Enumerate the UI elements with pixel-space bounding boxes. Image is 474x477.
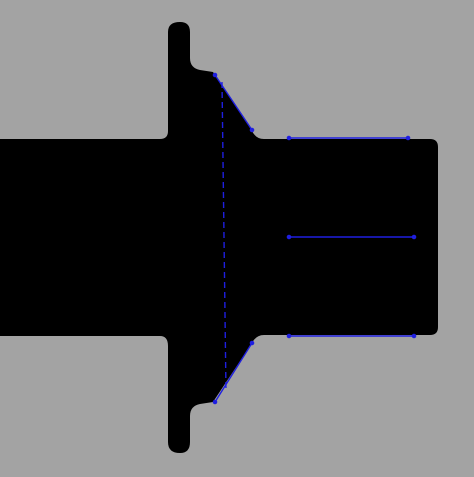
measure-point <box>286 135 292 141</box>
measure-point <box>212 399 218 405</box>
taper-edge-bottom-line <box>214 342 253 403</box>
taper-base-dashed-line <box>221 81 227 393</box>
measure-point <box>405 135 411 141</box>
measure-point <box>286 333 292 339</box>
measure-point <box>249 127 255 133</box>
measure-point <box>411 234 417 240</box>
measurement-overlays <box>212 72 417 405</box>
measure-point <box>249 340 255 346</box>
measure-point <box>286 234 292 240</box>
measure-point <box>411 333 417 339</box>
measure-point <box>212 72 218 78</box>
part-silhouette <box>0 22 438 453</box>
taper-edge-top-line <box>214 74 253 131</box>
